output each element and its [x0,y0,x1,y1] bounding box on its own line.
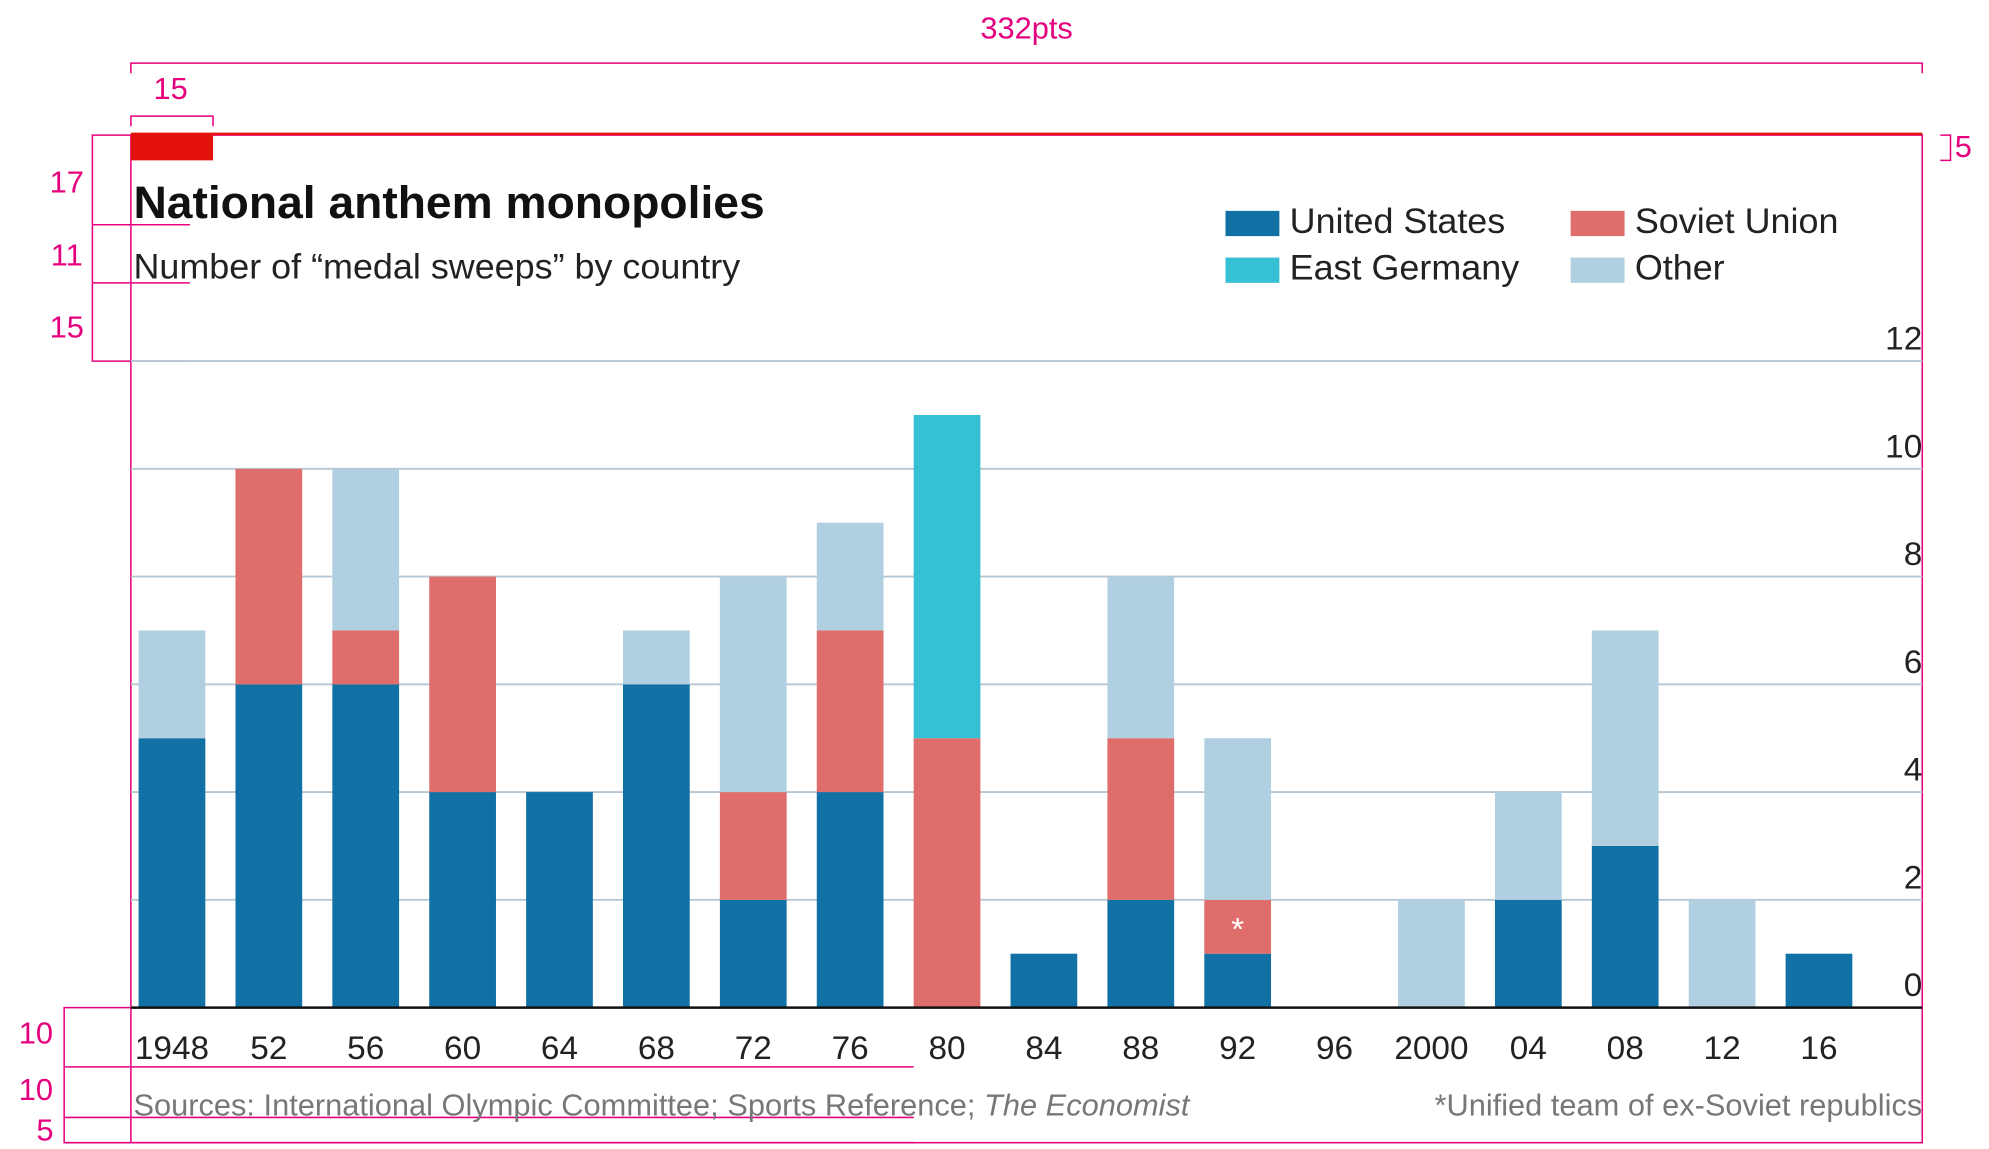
measure-label: 15 [50,311,84,345]
x-tick-label: 72 [735,1030,772,1067]
x-tick-label: 12 [1704,1030,1741,1067]
bracket-guides [63,62,1952,1144]
y-tick-label: 6 [1904,644,1923,681]
bar-segment [1010,953,1078,1008]
x-tick-label: 1948 [135,1030,209,1067]
y-tick-label: 10 [1885,429,1922,466]
x-tick-label: 76 [832,1030,869,1067]
bar-segment [913,738,981,1008]
x-tick-label: 56 [347,1030,384,1067]
legend-swatch [1570,257,1625,283]
x-tick-label: 80 [928,1030,965,1067]
bar-segment [1591,845,1659,1008]
bar-segment [1204,899,1272,954]
source-italic: The Economist [984,1089,1191,1123]
bar-segment [429,792,496,1008]
bar-segment [526,792,593,1008]
bar-segment [429,576,496,793]
bar-segment [1494,899,1562,1008]
bar-segment [816,792,884,1008]
y-tick-label: 8 [1904,536,1923,573]
legend-swatch [1225,210,1280,237]
bar-segment [332,468,400,631]
bar-segment [235,468,303,685]
bar-segment [138,738,206,1008]
x-tick-label: 64 [541,1030,578,1067]
x-tick-label: 08 [1607,1030,1644,1067]
legend-label: Soviet Union [1635,201,1839,241]
source-text: Sources: International Olympic Committee… [133,1089,984,1123]
bar-segment [623,630,690,685]
x-tick-label: 16 [1800,1030,1837,1067]
x-tick-label: 52 [250,1030,287,1067]
bar-segment [1785,953,1853,1008]
y-tick-label: 2 [1904,860,1923,897]
measure-label: 10 [19,1017,53,1051]
legend-swatch [1570,210,1625,237]
bar-segment [332,684,400,1008]
y-tick-label: 12 [1885,321,1922,358]
source: Sources: International Olympic Committee… [133,1089,1190,1123]
legend-swatch [1225,257,1280,283]
bar-segment [1398,899,1465,1008]
measure-label: 10 [19,1073,53,1107]
x-tick-label: 04 [1510,1030,1547,1067]
y-tick-label: 0 [1904,967,1923,1004]
bar-segment [1107,576,1175,739]
bar-segment [719,576,787,793]
bar-segment [816,522,884,631]
legend-label: Other [1635,248,1725,288]
measure-label: 5 [36,1114,53,1148]
measure-label: 15 [154,72,188,106]
measure-label: 17 [50,166,84,200]
footnote: *Unified team of ex-Soviet republics [1434,1089,1922,1123]
chart-title: National anthem monopolies [133,177,764,228]
bar-segment [719,792,787,900]
y-tick-label: 4 [1904,752,1923,789]
measure-guides [63,62,1952,1144]
x-tick-label: 92 [1219,1030,1256,1067]
legend-label: United States [1290,201,1506,241]
x-tick-label: 88 [1122,1030,1159,1067]
bar-segment [332,630,400,685]
x-tick-label: 2000 [1394,1030,1468,1067]
measure-label: 332pts [980,12,1072,46]
bar-segment [138,630,206,739]
bar-segment [1107,738,1175,900]
bar-segment [816,630,884,793]
bar-segment [1688,899,1756,1008]
bar-segment [1591,630,1659,846]
bar-note: * [1231,912,1244,949]
bar-segment [1107,899,1175,1008]
x-tick-label: 68 [638,1030,675,1067]
red-tag [130,135,214,161]
measure-label: 11 [51,239,83,273]
chart-subtitle: Number of “medal sweeps” by country [133,247,740,287]
bar-segment [719,899,787,1008]
bar-segment [913,414,981,739]
measure-label: 5 [1955,130,1972,164]
bar-segment [623,684,690,1008]
x-tick-label: 84 [1025,1030,1062,1067]
x-tick-label: 96 [1316,1030,1353,1067]
bar-segment [1204,953,1272,1008]
x-tick-label: 60 [444,1030,481,1067]
bar-segment [235,684,303,1008]
bar-segment [1494,792,1562,900]
bar-segment [1204,738,1272,900]
frame-guide [130,134,1924,1144]
legend-label: East Germany [1290,248,1520,288]
